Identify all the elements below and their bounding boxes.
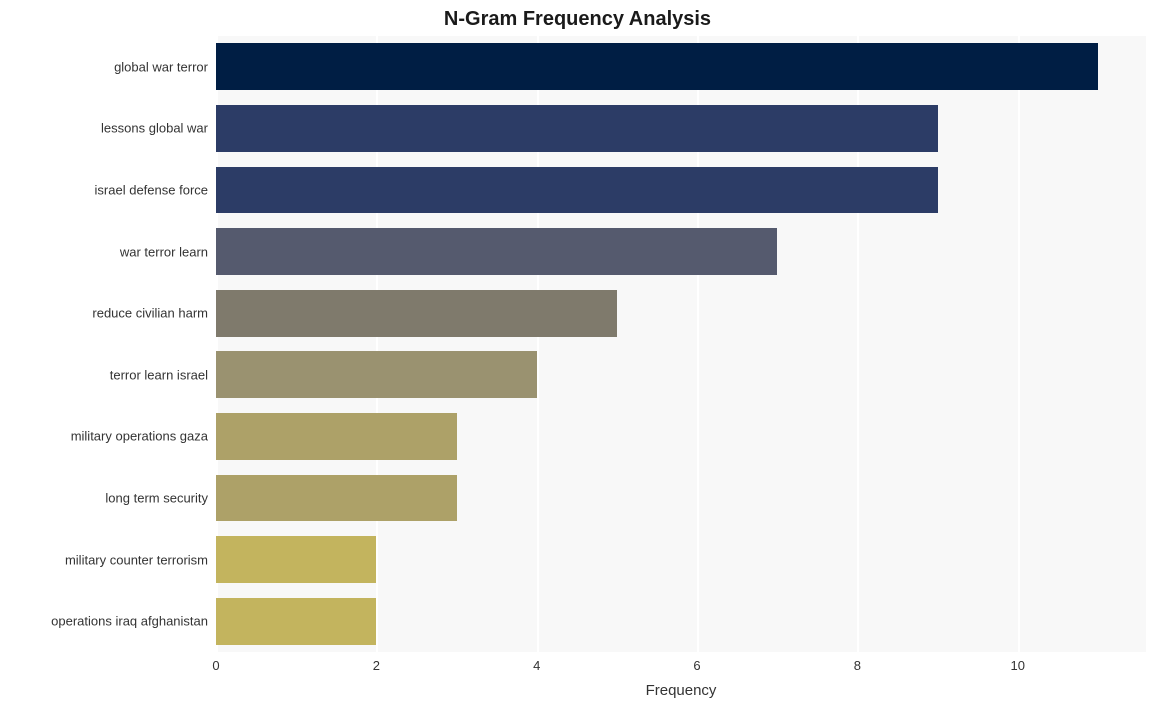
bar — [216, 290, 617, 337]
bar — [216, 43, 1098, 90]
y-tick-label: war terror learn — [120, 244, 216, 259]
bar — [216, 536, 376, 583]
ngram-frequency-chart: N-Gram Frequency Analysis 0246810global … — [0, 0, 1155, 701]
x-tick-label: 10 — [1010, 652, 1024, 673]
bar — [216, 105, 938, 152]
x-tick-label: 8 — [854, 652, 861, 673]
bar — [216, 598, 376, 645]
y-tick-label: reduce civilian harm — [92, 306, 216, 321]
x-tick-label: 2 — [373, 652, 380, 673]
x-tick-label: 4 — [533, 652, 540, 673]
x-tick-label: 0 — [212, 652, 219, 673]
bar — [216, 228, 777, 275]
grid-line — [1018, 36, 1020, 652]
y-tick-label: long term security — [105, 491, 216, 506]
x-tick-label: 6 — [693, 652, 700, 673]
bar — [216, 167, 938, 214]
y-tick-label: israel defense force — [95, 183, 216, 198]
y-tick-label: global war terror — [114, 59, 216, 74]
y-tick-label: military operations gaza — [71, 429, 216, 444]
y-tick-label: military counter terrorism — [65, 552, 216, 567]
y-tick-label: lessons global war — [101, 121, 216, 136]
chart-title: N-Gram Frequency Analysis — [0, 8, 1155, 31]
x-axis-label: Frequency — [216, 682, 1146, 699]
plot-area: 0246810global war terrorlessons global w… — [216, 36, 1146, 652]
y-tick-label: terror learn israel — [110, 367, 216, 382]
y-tick-label: operations iraq afghanistan — [51, 614, 216, 629]
bar — [216, 351, 537, 398]
bar — [216, 413, 457, 460]
bar — [216, 475, 457, 522]
